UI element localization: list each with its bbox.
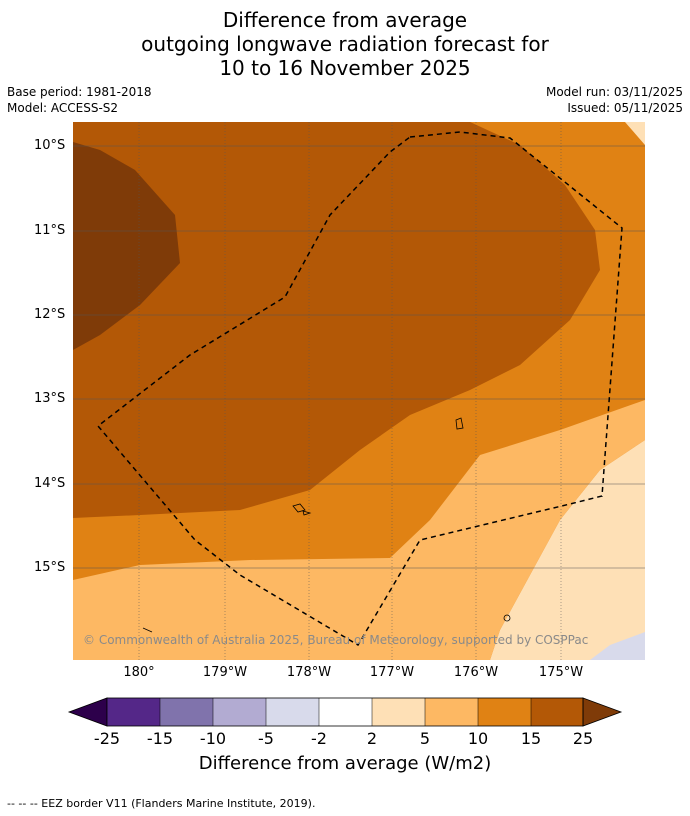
lon-label-177w: 177°W	[369, 665, 415, 680]
meta-left: Base period: 1981-2018 Model: ACCESS-S2	[7, 84, 152, 116]
band-m5-m2-corner	[590, 632, 645, 660]
colorbar-title: Difference from average (W/m2)	[198, 753, 492, 774]
meta-right: Model run: 03/11/2025 Issued: 05/11/2025	[546, 84, 683, 116]
lat-label-10s: 10°S	[34, 138, 66, 153]
colorbar-seg-5	[319, 698, 372, 726]
title-line-3: 10 to 16 November 2025	[219, 56, 471, 80]
colorbar-seg-9	[531, 698, 583, 726]
island-2	[292, 503, 306, 513]
colorbar-extend-low	[67, 697, 108, 727]
copyright-notice: © Commonwealth of Australia 2025, Bureau…	[83, 633, 589, 647]
chart-title: Difference from average outgoing longwav…	[0, 8, 690, 80]
gridlines	[73, 122, 645, 660]
title-line-1: Difference from average	[222, 8, 468, 32]
lat-label-11s: 11°S	[34, 223, 66, 238]
colorbar-extend-high	[582, 697, 623, 727]
colorbar-seg-6	[372, 698, 425, 726]
band-5-10	[73, 400, 645, 660]
colorbar-tick-label: -25	[93, 729, 121, 748]
lon-label-175w: 175°W	[538, 665, 584, 680]
lon-label-179w: 179°W	[202, 665, 248, 680]
band-gt25	[73, 142, 180, 350]
colorbar-tick-label: 25	[572, 729, 594, 748]
lat-label-12s: 12°S	[34, 307, 66, 322]
eez-footnote: -- -- -- EEZ border V11 (Flanders Marine…	[7, 797, 316, 810]
model-run: Model run: 03/11/2025	[545, 85, 683, 99]
colorbar-tick-label: 15	[520, 729, 542, 748]
island-3	[302, 510, 312, 516]
model-name: Model: ACCESS-S2	[7, 101, 119, 115]
colorbar-tick-label: -10	[199, 729, 227, 748]
colorbar	[67, 697, 623, 727]
colorbar-seg-3	[213, 698, 266, 726]
band-2-5-corner	[625, 122, 645, 145]
islands	[142, 417, 511, 633]
island-5	[142, 627, 153, 633]
map-area	[73, 122, 645, 660]
colorbar-tick-label: 5	[419, 729, 431, 748]
issued-date: Issued: 05/11/2025	[567, 101, 683, 115]
colorbar-tick-label: 2	[366, 729, 378, 748]
lat-label-13s: 13°S	[34, 391, 66, 406]
colorbar-seg-1	[107, 698, 160, 726]
colorbar-tick-label: 10	[467, 729, 489, 748]
colorbar-seg-2	[160, 698, 213, 726]
eez-border	[96, 131, 623, 647]
island-4	[503, 614, 511, 622]
colorbar-tick-label: -5	[258, 729, 274, 748]
lon-label-180: 180°	[123, 665, 155, 680]
lat-label-14s: 14°S	[34, 476, 66, 491]
band-15-25	[73, 122, 600, 518]
island-1	[455, 417, 464, 430]
lon-label-178w: 178°W	[286, 665, 332, 680]
band-2-5	[490, 440, 645, 660]
lon-label-176w: 176°W	[453, 665, 499, 680]
colorbar-tick-label: -2	[311, 729, 327, 748]
colorbar-tick-label: -15	[146, 729, 174, 748]
colorbar-seg-4	[266, 698, 319, 726]
colorbar-frame	[106, 697, 584, 727]
title-line-2: outgoing longwave radiation forecast for	[141, 32, 549, 56]
colorbar-seg-7	[425, 698, 478, 726]
lat-label-15s: 15°S	[34, 560, 66, 575]
base-period: Base period: 1981-2018	[7, 85, 152, 99]
colorbar-seg-8	[478, 698, 531, 726]
